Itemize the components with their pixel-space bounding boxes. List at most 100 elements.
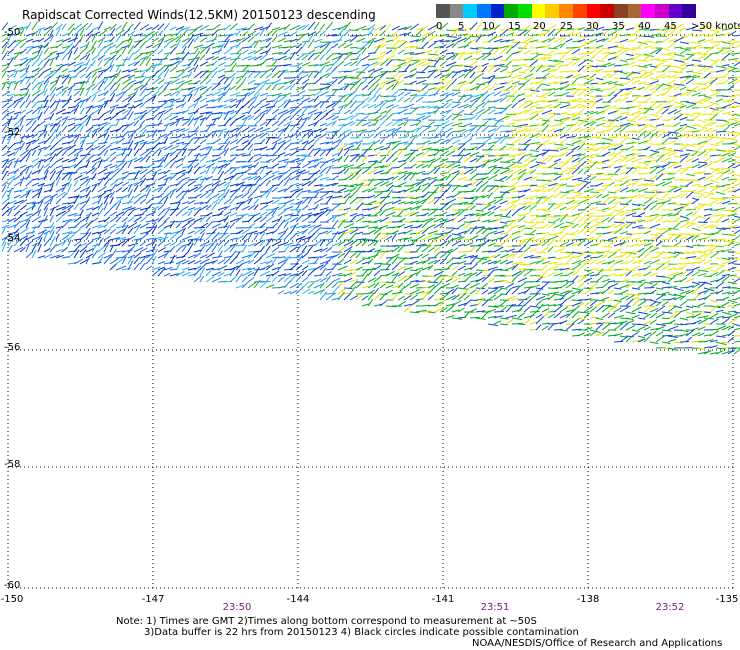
wind-vector xyxy=(25,201,37,205)
wind-vector xyxy=(463,190,475,193)
wind-vector xyxy=(505,253,515,259)
wind-vector xyxy=(349,60,358,67)
wind-vector xyxy=(109,151,117,157)
wind-vector xyxy=(643,196,655,199)
wind-vector xyxy=(43,207,48,217)
wind-vector xyxy=(307,212,319,217)
wind-vector xyxy=(253,204,259,211)
wind-vector xyxy=(7,34,12,43)
wind-vector xyxy=(295,117,303,127)
wind-vector xyxy=(157,88,167,97)
wind-vector xyxy=(499,145,507,151)
wind-vector xyxy=(583,212,594,217)
wind-vector xyxy=(559,161,570,169)
wind-vector xyxy=(145,248,156,253)
wind-vector xyxy=(715,250,724,253)
wind-vector xyxy=(259,92,269,97)
wind-vector xyxy=(289,147,298,151)
wind-vector xyxy=(553,28,564,31)
wind-vector xyxy=(229,154,238,157)
wind-vector xyxy=(325,158,335,163)
wind-vector xyxy=(415,71,426,74)
wind-vector xyxy=(301,97,311,103)
wind-vector xyxy=(67,212,78,217)
wind-vector xyxy=(685,133,694,139)
wind-vector xyxy=(31,202,36,211)
wind-vector xyxy=(319,247,329,253)
wind-vector xyxy=(355,101,364,109)
wind-vector xyxy=(661,64,671,67)
wind-vector xyxy=(139,155,148,163)
wind-vector xyxy=(655,115,664,121)
wind-vector xyxy=(235,97,245,103)
wind-vector xyxy=(307,109,318,115)
wind-vector xyxy=(727,131,736,134)
wind-vector xyxy=(163,196,169,205)
wind-vector xyxy=(649,259,661,265)
wind-vector xyxy=(445,114,452,121)
wind-vector xyxy=(541,30,550,37)
wind-vector xyxy=(511,90,518,97)
wind-vector xyxy=(103,172,111,181)
wind-vector xyxy=(619,47,628,50)
wind-vector xyxy=(613,197,625,200)
wind-vector xyxy=(247,267,256,271)
wind-vector xyxy=(271,240,282,247)
wind-vector xyxy=(247,71,254,79)
wind-vector xyxy=(715,207,726,211)
wind-vector xyxy=(379,232,389,235)
wind-vector xyxy=(91,89,102,97)
wind-vector xyxy=(91,104,101,109)
wind-vector xyxy=(565,70,573,73)
wind-vector xyxy=(601,194,609,199)
wind-vector xyxy=(223,47,233,55)
wind-vector xyxy=(73,81,85,85)
wind-vector xyxy=(271,51,283,55)
wind-vector xyxy=(151,224,158,235)
wind-vector xyxy=(511,263,519,271)
wind-vector xyxy=(559,91,570,97)
wind-vector xyxy=(325,195,334,199)
wind-vector xyxy=(523,29,531,37)
wind-vector xyxy=(409,72,417,79)
wind-vector xyxy=(589,228,597,235)
wind-vector xyxy=(325,53,334,61)
wind-vector xyxy=(583,164,593,169)
wind-vector xyxy=(661,53,672,56)
wind-vector xyxy=(187,230,195,235)
wind-vector xyxy=(121,249,133,253)
wind-vector xyxy=(265,136,275,139)
wind-vector xyxy=(25,148,32,157)
wind-vector xyxy=(439,218,448,223)
wind-vector xyxy=(103,76,110,85)
wind-vector xyxy=(505,143,515,146)
wind-vector xyxy=(313,264,324,271)
wind-vector xyxy=(475,54,485,61)
wind-vector xyxy=(1,124,8,133)
wind-vector xyxy=(553,59,564,63)
wind-vector xyxy=(217,28,226,31)
wind-vector xyxy=(265,174,275,181)
wind-vector xyxy=(43,35,53,43)
wind-vector xyxy=(727,240,734,247)
wind-vector xyxy=(379,250,388,253)
wind-vector xyxy=(433,251,440,259)
wind-vector xyxy=(235,75,244,79)
wind-vector xyxy=(37,229,48,235)
wind-vector xyxy=(463,52,473,55)
wind-vector xyxy=(685,189,697,193)
wind-vector xyxy=(643,73,654,79)
wind-vector xyxy=(133,216,142,223)
wind-vector xyxy=(13,93,22,97)
wind-vector xyxy=(85,154,95,163)
wind-vector xyxy=(235,229,244,235)
wind-vector xyxy=(583,143,595,146)
wind-vector xyxy=(193,201,204,205)
wind-vector xyxy=(703,148,713,157)
wind-vector xyxy=(499,249,508,253)
wind-vector xyxy=(529,214,538,217)
wind-vector xyxy=(277,70,285,79)
wind-vector xyxy=(679,27,688,31)
wind-vector xyxy=(667,38,677,43)
wind-vector xyxy=(721,233,733,236)
